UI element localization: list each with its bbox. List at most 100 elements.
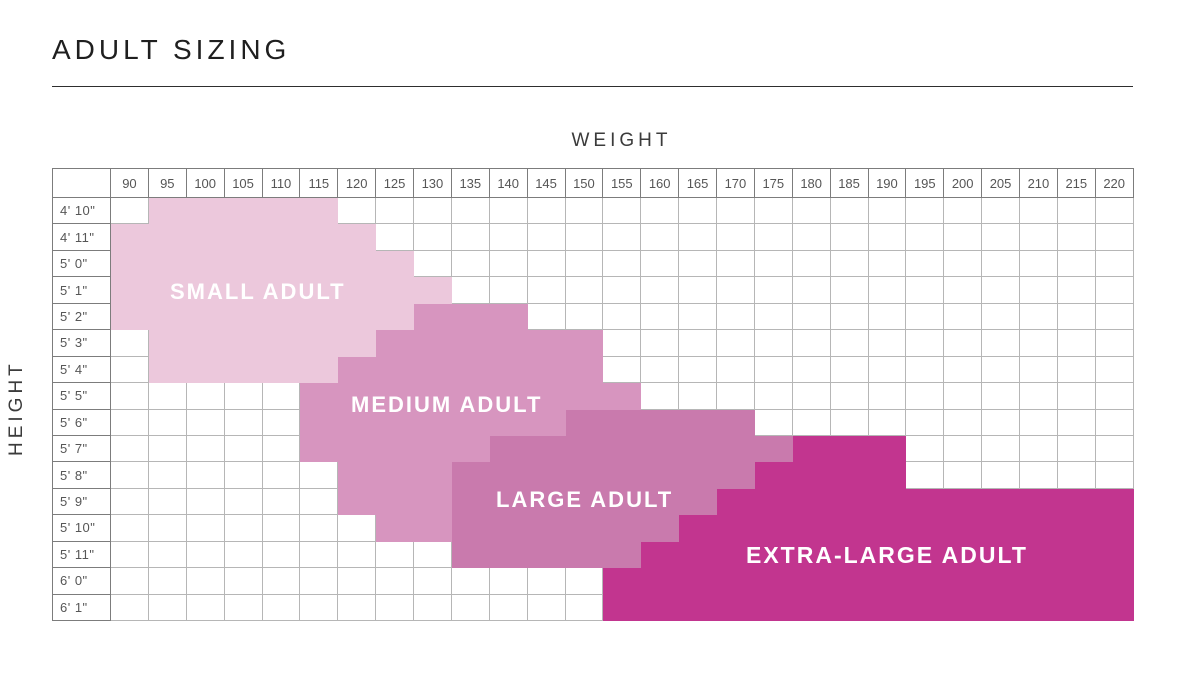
grid-cell (906, 435, 945, 463)
weight-header-cell: 175 (754, 169, 793, 198)
grid-cell (868, 541, 907, 569)
weight-header-cell: 120 (338, 169, 377, 198)
grid-cell (868, 198, 907, 225)
grid-cell (754, 224, 793, 251)
weight-axis-label: WEIGHT (571, 130, 672, 151)
grid-cell (186, 594, 225, 621)
grid-cell (451, 224, 490, 251)
grid-cell (148, 541, 187, 569)
grid-cell (338, 224, 377, 251)
grid-cell (1095, 277, 1134, 304)
grid-cell (1095, 383, 1134, 410)
grid-cell (262, 488, 301, 516)
height-label-cell: 5' 8" (53, 462, 111, 489)
grid-cell (414, 198, 452, 225)
grid-cell (792, 224, 831, 251)
grid-cell (527, 409, 566, 436)
region-label-large: LARGE ADULT (496, 487, 674, 512)
weight-header-cell: 150 (565, 169, 604, 198)
grid-cell (792, 594, 831, 621)
grid-cell (376, 250, 414, 278)
grid-cell (792, 250, 831, 278)
weight-header-cell: 160 (641, 169, 680, 198)
grid-cell (1020, 568, 1058, 595)
grid-cell (641, 250, 680, 278)
grid-cell (830, 250, 869, 278)
weight-header-cell: 90 (111, 169, 149, 198)
grid-cell (186, 383, 225, 410)
grid-cell (754, 488, 793, 516)
grid-cell (1095, 250, 1134, 278)
grid-cell (489, 594, 528, 621)
grid-cell (376, 568, 414, 595)
height-label-cell: 5' 10" (53, 515, 111, 542)
grid-cell (565, 383, 604, 410)
grid-cell (111, 250, 149, 278)
grid-cell (376, 594, 414, 621)
grid-cell (489, 356, 528, 384)
weight-header-cell: 125 (376, 169, 414, 198)
grid-cell (679, 409, 717, 436)
grid-cell (300, 303, 339, 331)
grid-cell (868, 435, 907, 463)
grid-cell (262, 541, 301, 569)
grid-cell (906, 488, 945, 516)
grid-cell (679, 303, 717, 331)
height-label-cell: 4' 11" (53, 224, 111, 251)
grid-cell (262, 330, 301, 357)
grid-cell (830, 198, 869, 225)
height-label-cell: 5' 6" (53, 409, 111, 436)
grid-cell (186, 568, 225, 595)
grid-cell (944, 330, 983, 357)
weight-header-cell: 135 (451, 169, 490, 198)
grid-cell (792, 356, 831, 384)
grid-cell (224, 409, 263, 436)
grid-cell (489, 515, 528, 542)
grid-cell (376, 462, 414, 489)
grid-cell (338, 356, 377, 384)
weight-header-cell: 155 (603, 169, 642, 198)
grid-cell (603, 488, 642, 516)
grid-cell (982, 594, 1020, 621)
grid-cell (944, 224, 983, 251)
grid-cell (906, 594, 945, 621)
grid-cell (830, 594, 869, 621)
grid-cell (527, 303, 566, 331)
grid-cell (338, 277, 377, 304)
grid-cell (489, 409, 528, 436)
grid-cell (186, 224, 225, 251)
grid-cell (982, 409, 1020, 436)
grid-cell (111, 488, 149, 516)
grid-cell (641, 515, 680, 542)
grid-cell (111, 568, 149, 595)
grid-cell (1057, 303, 1096, 331)
grid-cell (527, 541, 566, 569)
grid-cell (224, 462, 263, 489)
grid-cell (944, 488, 983, 516)
grid-cell (717, 515, 755, 542)
grid-cell (565, 541, 604, 569)
grid-cell (830, 568, 869, 595)
grid-cell (982, 435, 1020, 463)
grid-cell (148, 356, 187, 384)
grid-cell (1057, 250, 1096, 278)
grid-cell (944, 541, 983, 569)
height-label-cell: 5' 11" (53, 541, 111, 569)
grid-cell (262, 303, 301, 331)
grid-cell (186, 356, 225, 384)
weight-header-cell: 145 (527, 169, 566, 198)
grid-cell (830, 356, 869, 384)
grid-cell (565, 568, 604, 595)
grid-cell (111, 462, 149, 489)
grid-cell (754, 409, 793, 436)
grid-cell (224, 330, 263, 357)
grid-cell (300, 330, 339, 357)
grid-cell (148, 383, 187, 410)
grid-cell (982, 541, 1020, 569)
grid-cell (148, 488, 187, 516)
grid-cell (338, 435, 377, 463)
grid-cell (944, 435, 983, 463)
height-label-cell: 5' 7" (53, 435, 111, 463)
grid-cell (414, 224, 452, 251)
